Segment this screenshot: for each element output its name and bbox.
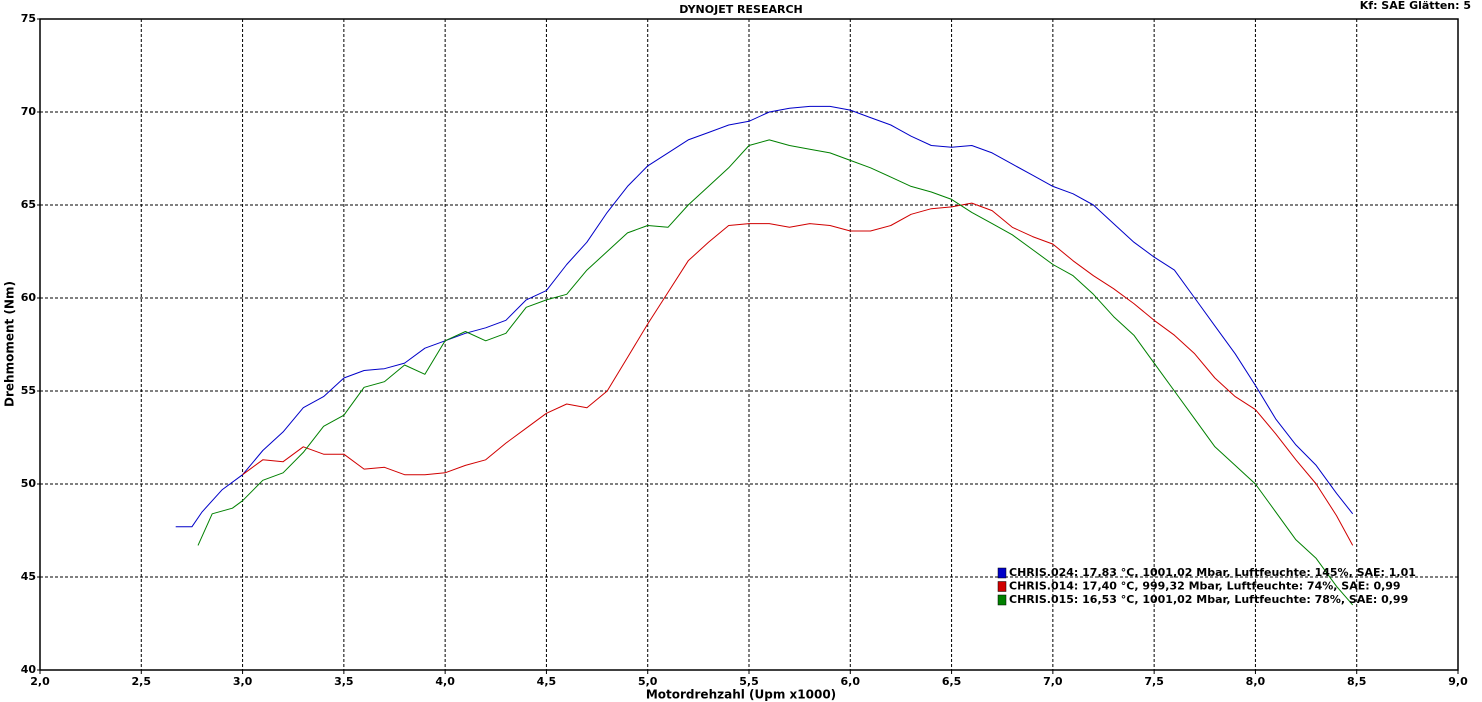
- y-axis-label: Drehmoment (Nm): [3, 281, 17, 407]
- x-tick-label: 2,0: [30, 675, 50, 688]
- y-tick-label: 60: [21, 291, 37, 304]
- x-tick-label: 8,0: [1246, 675, 1266, 688]
- x-tick-label: 6,0: [841, 675, 861, 688]
- x-tick-label: 8,5: [1347, 675, 1367, 688]
- legend-swatch: [997, 594, 1007, 606]
- x-tick-label: 3,0: [233, 675, 253, 688]
- chart-title: DYNOJET RESEARCH: [679, 3, 802, 16]
- x-tick-label: 7,5: [1144, 675, 1164, 688]
- legend-label: CHRIS.024: 17,83 °C, 1001,02 Mbar, Luftf…: [1009, 566, 1416, 579]
- series-line: [242, 202, 1354, 546]
- y-tick-label: 75: [21, 12, 36, 25]
- y-tick-label: 50: [21, 477, 37, 490]
- y-tick-label: 45: [21, 570, 36, 583]
- x-tick-label: 6,5: [942, 675, 962, 688]
- y-tick-label: 70: [21, 105, 37, 118]
- legend-label: CHRIS.015: 16,53 °C, 1001,02 Mbar, Luftf…: [1009, 593, 1408, 606]
- x-tick-label: 5,5: [739, 675, 759, 688]
- y-tick-label: 65: [21, 198, 36, 211]
- chart-subtitle: Kf: SAE Glätten: 5: [1360, 0, 1471, 12]
- x-tick-label: 3,5: [334, 675, 354, 688]
- x-tick-label: 9,0: [1448, 675, 1468, 688]
- x-axis-label: Motordrehzahl (Upm x1000): [646, 688, 836, 702]
- legend-swatch: [997, 567, 1007, 579]
- series-line: [197, 139, 1354, 606]
- y-tick-label: 40: [21, 663, 37, 676]
- legend-label: CHRIS.014: 17,40 °C, 999,32 Mbar, Luftfe…: [1009, 580, 1401, 593]
- x-tick-label: 4,0: [435, 675, 455, 688]
- x-tick-label: 7,0: [1043, 675, 1063, 688]
- series-line: [175, 105, 1354, 528]
- x-tick-label: 5,0: [638, 675, 658, 688]
- plot-frame: [39, 18, 1459, 671]
- legend-swatch: [997, 581, 1007, 592]
- y-tick-label: 55: [21, 384, 36, 397]
- x-tick-label: 2,5: [132, 675, 152, 688]
- x-tick-label: 4,5: [537, 675, 557, 688]
